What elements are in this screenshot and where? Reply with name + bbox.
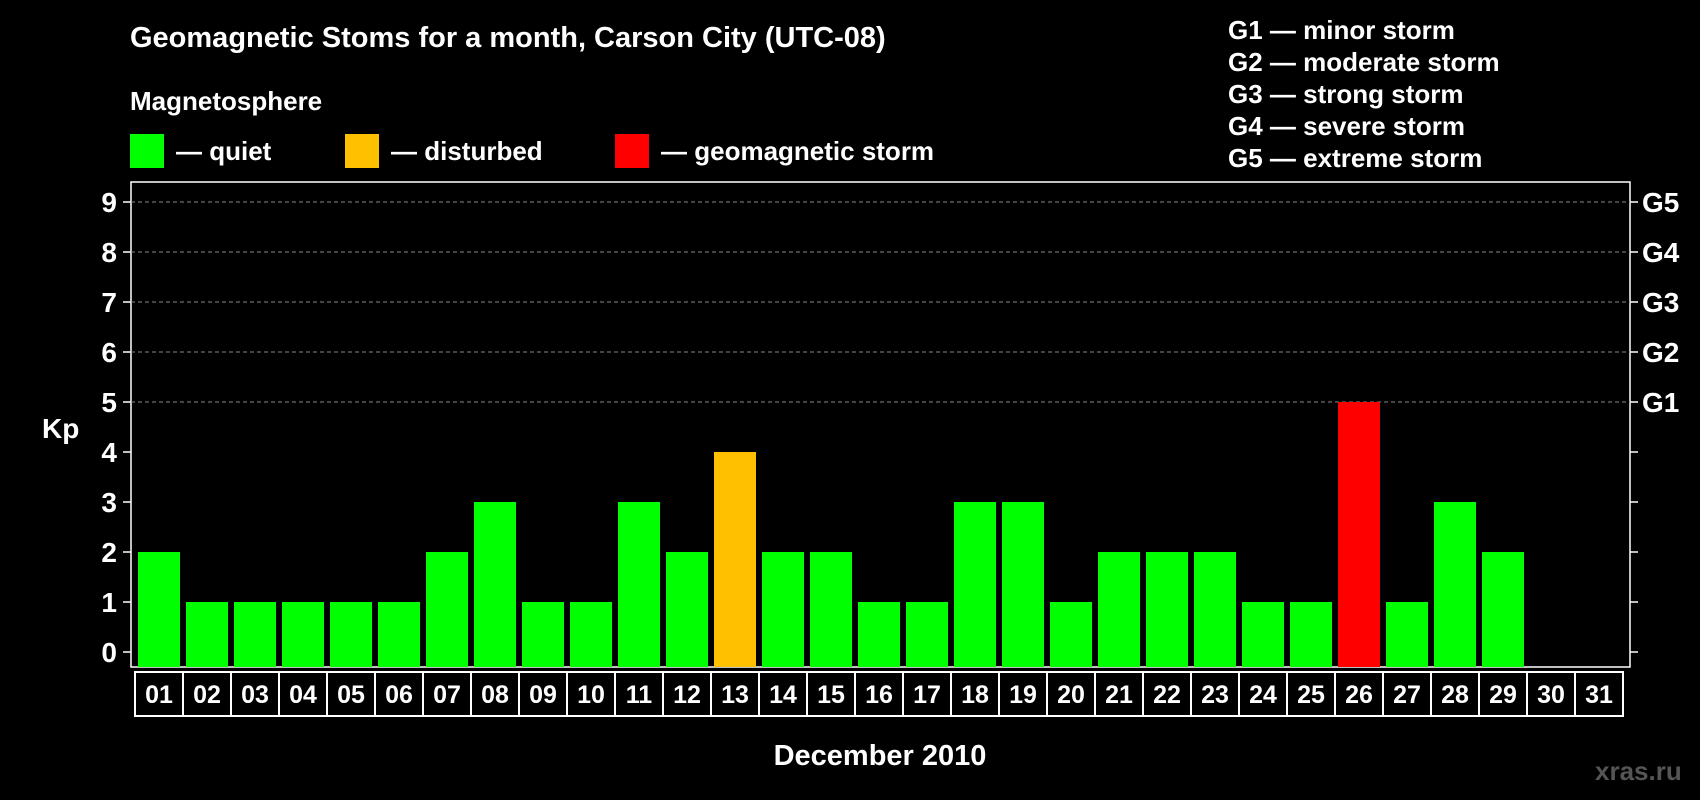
bar xyxy=(186,602,228,667)
x-tick-label: 01 xyxy=(145,681,173,709)
y-tick-label: 8 xyxy=(101,237,117,268)
bar xyxy=(1002,502,1044,667)
right-axis-label: G3 xyxy=(1642,287,1679,318)
x-tick-label: 06 xyxy=(385,681,413,709)
legend-swatch-quiet xyxy=(130,134,164,168)
bar xyxy=(762,552,804,667)
bar xyxy=(1098,552,1140,667)
bar xyxy=(1482,552,1524,667)
y-tick-label: 5 xyxy=(101,387,117,418)
x-tick-label: 14 xyxy=(769,681,797,709)
x-tick-label: 29 xyxy=(1489,681,1517,709)
bar xyxy=(954,502,996,667)
x-tick-label: 13 xyxy=(721,681,749,709)
bar xyxy=(618,502,660,667)
legend-label-disturbed: — disturbed xyxy=(391,135,543,166)
bar xyxy=(810,552,852,667)
x-tick-label: 31 xyxy=(1585,681,1613,709)
bar xyxy=(666,552,708,667)
x-axis-label: December 2010 xyxy=(774,740,987,772)
x-tick-label: 30 xyxy=(1537,681,1565,709)
g-scale-item: G3 — strong storm xyxy=(1228,79,1464,109)
legend-swatch-disturbed xyxy=(345,134,379,168)
g-scale-item: G4 — severe storm xyxy=(1228,111,1466,141)
x-tick-label: 11 xyxy=(626,681,653,709)
x-tick-label: 10 xyxy=(577,681,605,709)
x-tick-label: 07 xyxy=(433,681,461,709)
x-tick-label: 23 xyxy=(1201,681,1229,709)
x-tick-label: 15 xyxy=(817,681,845,709)
chart-subtitle: Magnetosphere xyxy=(130,86,323,116)
x-tick-label: 26 xyxy=(1345,681,1373,709)
bar xyxy=(1434,502,1476,667)
right-axis-label: G5 xyxy=(1642,187,1679,218)
x-tick-label: 17 xyxy=(913,681,941,709)
legend-item-quiet: — quiet xyxy=(130,134,271,168)
bar xyxy=(906,602,948,667)
y-tick-label: 2 xyxy=(101,537,117,568)
legend-label-storm: — geomagnetic storm xyxy=(661,135,935,166)
bar xyxy=(1194,552,1236,667)
y-tick-label: 3 xyxy=(101,487,117,518)
bar xyxy=(1290,602,1332,667)
legend-item-storm: — geomagnetic storm xyxy=(615,134,934,168)
y-tick-label: 7 xyxy=(101,287,117,318)
x-category-box xyxy=(1574,671,1624,717)
bar xyxy=(330,602,372,667)
y-tick-label: 9 xyxy=(101,187,117,218)
bar xyxy=(234,602,276,667)
legend-item-disturbed: — disturbed xyxy=(345,134,543,168)
legend-swatch-storm xyxy=(615,134,649,168)
x-tick-label: 09 xyxy=(529,681,557,709)
x-tick-label: 18 xyxy=(961,681,989,709)
bar xyxy=(714,452,756,667)
x-tick-label: 16 xyxy=(865,681,893,709)
x-tick-label: 03 xyxy=(241,681,269,709)
bar xyxy=(1146,552,1188,667)
x-tick-label: 28 xyxy=(1441,681,1469,709)
g-scale-item: G5 — extreme storm xyxy=(1228,143,1483,173)
bar xyxy=(1386,602,1428,667)
y-tick-label: 0 xyxy=(101,637,117,668)
right-axis-label: G1 xyxy=(1642,387,1679,418)
x-tick-label: 20 xyxy=(1057,681,1085,709)
g-scale-item: G1 — minor storm xyxy=(1228,15,1455,45)
bar xyxy=(570,602,612,667)
bar xyxy=(1242,602,1284,667)
bar xyxy=(138,552,180,667)
chart-title: Geomagnetic Stoms for a month, Carson Ci… xyxy=(130,22,886,54)
right-axis-label: G2 xyxy=(1642,337,1679,368)
x-tick-label: 27 xyxy=(1393,681,1421,709)
x-tick-label: 04 xyxy=(289,681,317,709)
bar xyxy=(282,602,324,667)
x-tick-label: 21 xyxy=(1105,681,1133,709)
right-axis-label: G4 xyxy=(1642,237,1680,268)
plot-frame xyxy=(130,181,1631,668)
x-tick-label: 02 xyxy=(193,681,221,709)
y-tick-label: 6 xyxy=(101,337,117,368)
x-tick-label: 08 xyxy=(481,681,509,709)
y-tick-label: 1 xyxy=(101,587,117,618)
watermark: xras.ru xyxy=(1595,756,1682,786)
bar xyxy=(522,602,564,667)
bar xyxy=(1338,402,1380,667)
g-scale-legend: G1 — minor storm G2 — moderate storm G3 … xyxy=(1228,14,1500,174)
x-tick-label: 22 xyxy=(1153,681,1181,709)
x-tick-label: 05 xyxy=(337,681,365,709)
bar xyxy=(426,552,468,667)
y-axis-label: Kp xyxy=(42,413,79,444)
x-tick-label: 25 xyxy=(1297,681,1325,709)
legend-label-quiet: — quiet xyxy=(176,135,272,166)
bar xyxy=(1050,602,1092,667)
bar xyxy=(858,602,900,667)
y-tick-label: 4 xyxy=(101,437,117,468)
x-tick-label: 12 xyxy=(673,681,701,709)
g-scale-item: G2 — moderate storm xyxy=(1228,47,1500,77)
x-tick-label: 19 xyxy=(1009,681,1037,709)
bar xyxy=(474,502,516,667)
x-tick-label: 24 xyxy=(1249,681,1277,709)
bar xyxy=(378,602,420,667)
